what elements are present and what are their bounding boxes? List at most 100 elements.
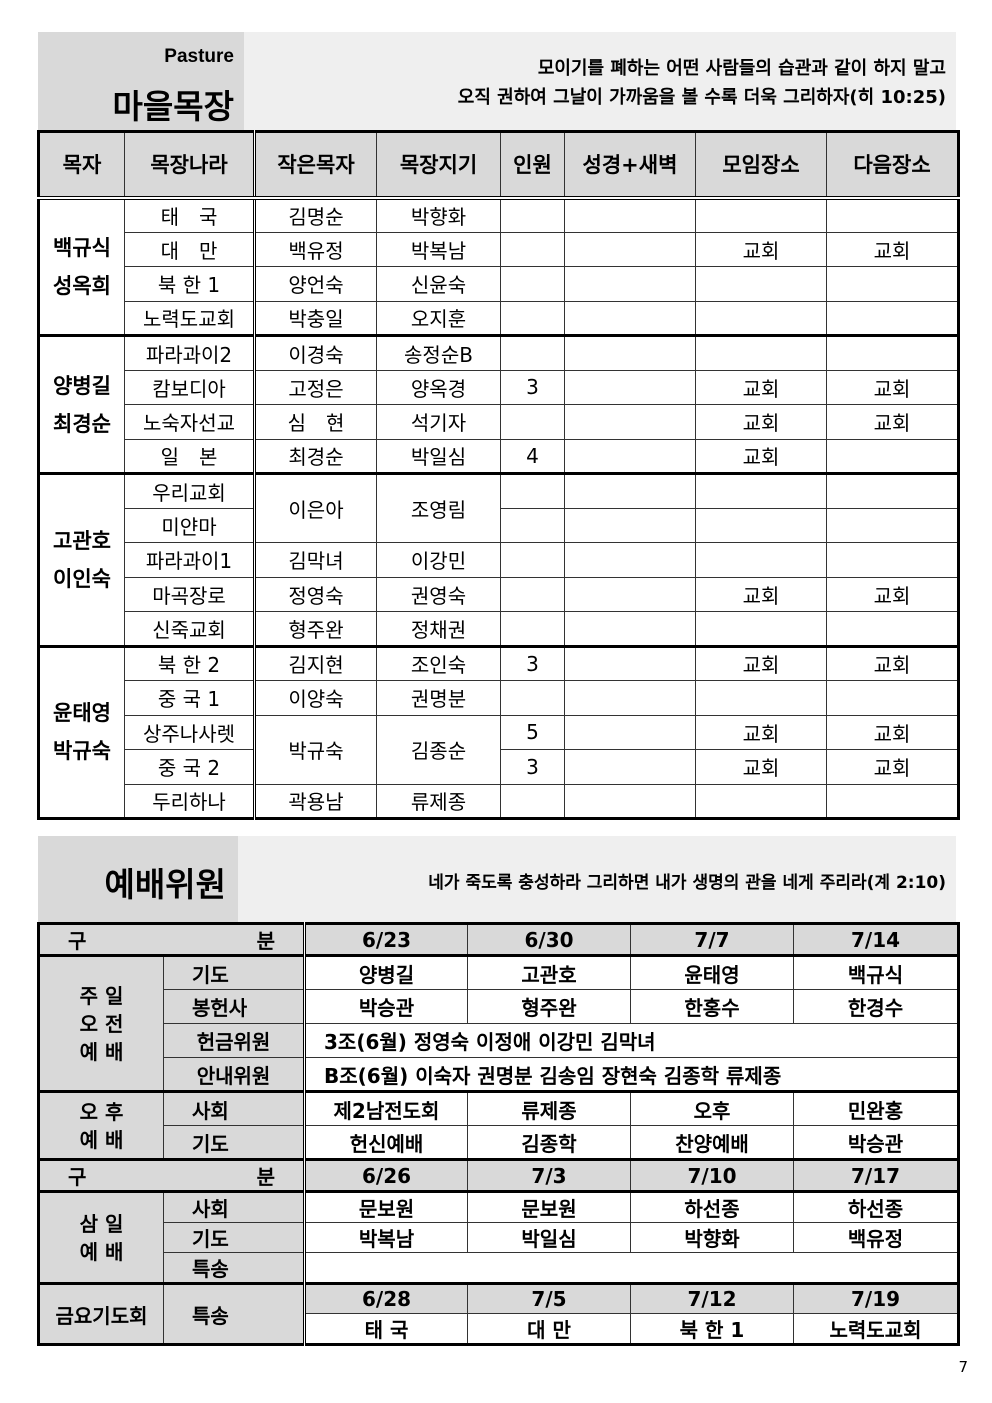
- worship-title-box: 예배위원: [38, 836, 238, 922]
- nation-cell: 태 국: [124, 196, 256, 233]
- offering-cell: 한홍수: [630, 989, 794, 1024]
- nation-cell: 노숙자선교: [124, 404, 256, 440]
- pastor-name: 백규식: [53, 235, 111, 260]
- friday-label: 금요기도회: [38, 1282, 164, 1345]
- count-cell: 3: [500, 644, 565, 681]
- small-shepherd-cell: 고정은: [254, 369, 377, 405]
- table-row: 중 국 1 이양숙 권명분: [39, 680, 959, 716]
- nation-cell: 우리교회: [124, 472, 256, 509]
- nation-cell: 신죽교회: [124, 611, 256, 647]
- bible-cell: [564, 749, 696, 785]
- table-row: 노력도교회 박충일 오지훈: [39, 300, 959, 336]
- count-cell: [500, 507, 565, 543]
- table-row: 노숙자선교 심 현 석기자 교회 교회: [39, 404, 959, 440]
- row-label: 헌금위원: [163, 1023, 306, 1058]
- table-row: 금요기도회 특송 6/28 7/5 7/12 7/19: [38, 1282, 959, 1345]
- small-shepherd-cell: 백유정: [254, 231, 377, 267]
- lead-cell: 오후: [630, 1090, 794, 1126]
- special-song-cell: [304, 1252, 959, 1284]
- count-cell: [500, 334, 565, 371]
- pastor-cell: 양병길 최경순: [38, 334, 125, 474]
- special-song-cell: 태 국: [304, 1313, 468, 1345]
- nation-cell: 중 국 1: [124, 680, 256, 716]
- place-cell: 교회: [695, 714, 827, 750]
- next-cell: [826, 783, 959, 819]
- worship-header: 예배위원 네가 죽도록 충성하라 그리하면 내가 생명의 관을 네게 주리라(계…: [38, 836, 956, 922]
- small-shepherd-cell: 이양숙: [254, 680, 377, 716]
- next-cell: [826, 542, 959, 578]
- place-cell: 교회: [695, 404, 827, 440]
- date-header: 7/12: [630, 1282, 794, 1314]
- keeper-cell: 송정순B: [376, 334, 501, 371]
- row-label: 사회: [163, 1090, 306, 1126]
- keeper-cell: 양옥경: [376, 369, 501, 405]
- table-row: 마곡장로 정영숙 권영숙 교회 교회: [39, 576, 959, 612]
- worship-table: 구 분 6/23 6/30 7/7 7/14 주 일 오 전 예 배 기도 양병길 고관호 윤태영…: [37, 922, 960, 1346]
- table-row: 일 본 최경순 박일심 4 교회: [39, 438, 959, 474]
- row-label: 특송: [163, 1252, 306, 1284]
- bible-cell: [564, 507, 696, 543]
- section-header: 구 분: [38, 1158, 306, 1192]
- bible-cell: [564, 714, 696, 750]
- nation-cell: 두리하나: [124, 783, 256, 819]
- table-row: 고관호 이인숙 우리교회 이은아 조영림: [38, 472, 959, 647]
- table-header-row: 목자 목장나라 작은목자 목장지기 인원 성경+새벽 모임장소 다음장소: [38, 131, 959, 200]
- small-shepherd-cell: 최경순: [254, 438, 377, 474]
- place-cell: 교회: [695, 644, 827, 681]
- date-header: 7/10: [630, 1158, 794, 1192]
- keeper-cell: 이강민: [376, 542, 501, 578]
- table-row: 특송: [39, 1252, 959, 1284]
- pastor-name: 이인숙: [53, 566, 111, 591]
- usher-committee: B조(6월) 이숙자 권명분 김송임 장현숙 김종학 류제종: [304, 1057, 959, 1092]
- count-cell: 3: [500, 369, 565, 405]
- pastor-name: 윤태영: [53, 701, 111, 726]
- count-cell: [500, 576, 565, 612]
- nation-cell: 파라과이2: [124, 334, 256, 371]
- nation-cell: 일 본: [124, 438, 256, 474]
- table-row: 삼 일 예 배 사회 문보원 문보원 하선종 하선종: [38, 1190, 959, 1284]
- date-header: 6/30: [467, 923, 631, 956]
- bible-cell: [564, 300, 696, 336]
- row-label: 기도: [163, 1222, 306, 1253]
- place-cell: [695, 196, 827, 233]
- count-cell: [500, 611, 565, 647]
- table-row: 두리하나 곽용남 류제종: [39, 783, 959, 819]
- special-song-cell: 노력도교회: [793, 1313, 959, 1345]
- keeper-cell: 류제종: [376, 783, 501, 819]
- table-row: 기도 박복남 박일심 박향화 백유정: [39, 1222, 959, 1253]
- table-row: 안내위원 B조(6월) 이숙자 권명분 김송임 장현숙 김종학 류제종: [39, 1057, 959, 1092]
- next-cell: [826, 300, 959, 336]
- pastor-cell: 백규식 성옥희: [38, 196, 125, 336]
- nation-cell: 대 만: [124, 231, 256, 267]
- row-label: 기도: [163, 954, 306, 990]
- row-label: 봉헌사: [163, 989, 306, 1024]
- column-header: 다음장소: [826, 131, 959, 200]
- next-cell: [826, 196, 959, 233]
- offering-committee: 3조(6월) 정영숙 이정애 이강민 김막녀: [304, 1023, 959, 1058]
- keeper-cell: 박향화: [376, 196, 501, 233]
- lead-cell: 문보원: [467, 1190, 631, 1223]
- special-song-cell: 대 만: [467, 1313, 631, 1345]
- prayer-cell: 박승관: [793, 1125, 959, 1160]
- table-row: 구 분 6/26 7/3 7/10 7/17: [38, 1158, 959, 1192]
- lead-cell: 문보원: [304, 1190, 468, 1223]
- table-row: 봉헌사 박승관 형주완 한홍수 한경수: [39, 989, 959, 1024]
- nation-cell: 미얀마: [124, 507, 256, 543]
- column-header: 목장지기: [376, 131, 501, 200]
- bible-cell: [564, 644, 696, 681]
- wednesday-label: 삼 일 예 배: [38, 1190, 164, 1284]
- nation-cell: 노력도교회: [124, 300, 256, 336]
- lead-cell: 하선종: [793, 1190, 959, 1223]
- worship-title: 예배위원: [104, 865, 226, 904]
- bible-cell: [564, 266, 696, 302]
- next-cell: 교회: [826, 576, 959, 612]
- place-cell: [695, 680, 827, 716]
- bible-cell: [564, 576, 696, 612]
- offering-cell: 박승관: [304, 989, 468, 1024]
- prayer-cell: 박일심: [467, 1222, 631, 1253]
- date-header: 6/26: [304, 1158, 468, 1192]
- date-header: 7/14: [793, 923, 959, 956]
- prayer-cell: 김종학: [467, 1125, 631, 1160]
- count-cell: 4: [500, 438, 565, 474]
